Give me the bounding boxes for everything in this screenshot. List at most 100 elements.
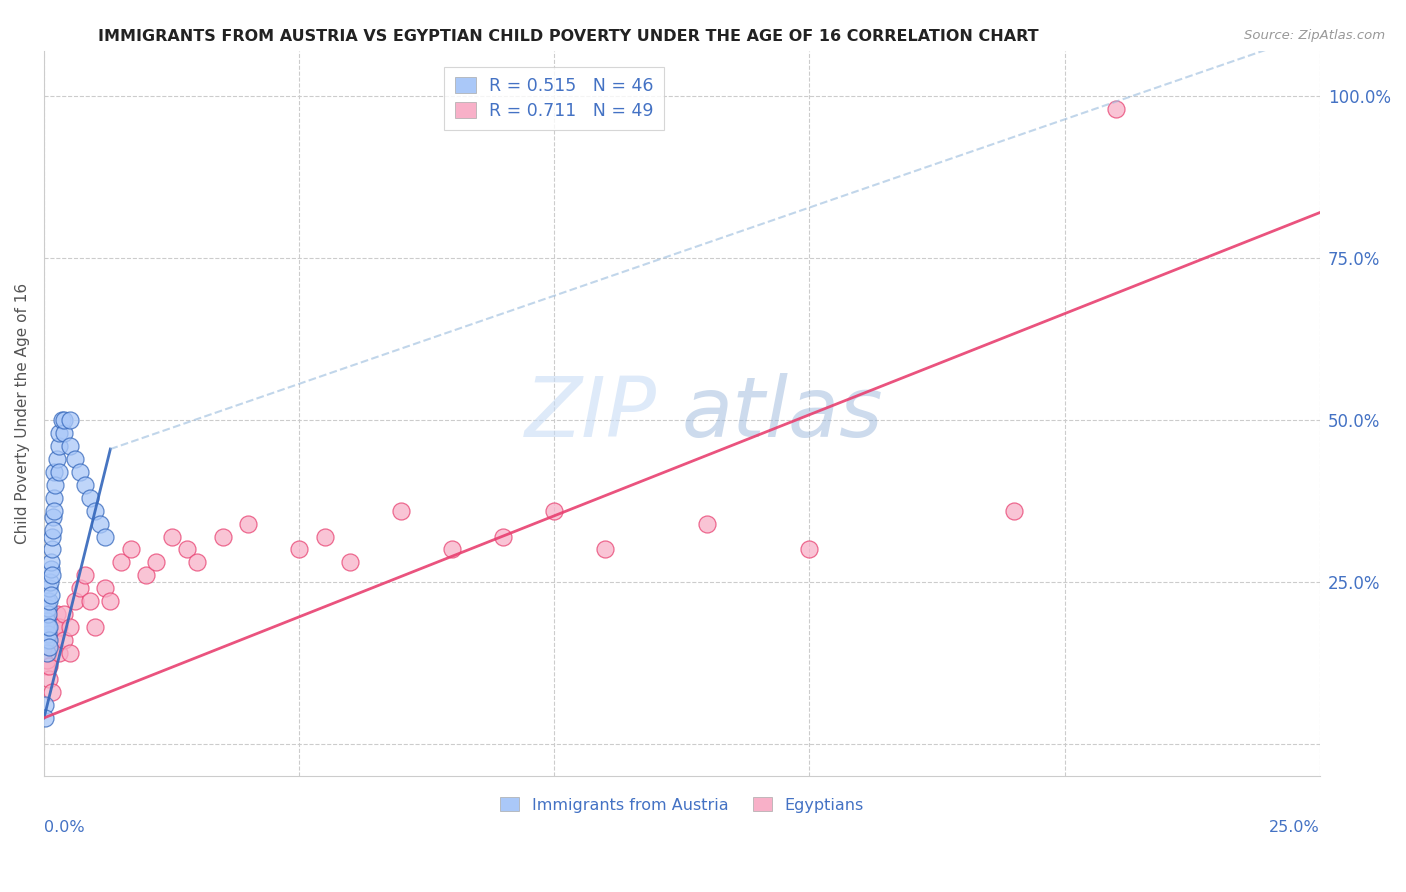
- Point: [94, 582, 117, 596]
- Point: [35, 646, 58, 660]
- Point: [53, 607, 76, 622]
- Point: [35, 614, 58, 628]
- Point: [37, 620, 59, 634]
- Point: [41, 529, 63, 543]
- Point: [595, 542, 617, 557]
- Legend: Immigrants from Austria, Egyptians: Immigrants from Austria, Egyptians: [494, 790, 870, 819]
- Point: [37, 626, 59, 640]
- Point: [98, 594, 121, 608]
- Point: [48, 425, 70, 440]
- Point: [41, 510, 63, 524]
- Text: 0.0%: 0.0%: [44, 820, 84, 835]
- Point: [58, 413, 80, 427]
- Point: [37, 626, 59, 640]
- Point: [58, 620, 80, 634]
- Point: [48, 439, 70, 453]
- Point: [314, 529, 336, 543]
- Point: [186, 556, 208, 570]
- Point: [63, 451, 86, 466]
- Point: [42, 523, 65, 537]
- Point: [69, 465, 91, 479]
- Text: ZIP: ZIP: [524, 373, 657, 454]
- Point: [35, 620, 58, 634]
- Point: [38, 594, 60, 608]
- Point: [58, 439, 80, 453]
- Point: [39, 556, 62, 570]
- Point: [37, 607, 59, 622]
- Y-axis label: Child Poverty Under the Age of 16: Child Poverty Under the Age of 16: [15, 283, 30, 544]
- Point: [34, 698, 56, 712]
- Point: [135, 568, 157, 582]
- Point: [84, 620, 107, 634]
- Text: Source: ZipAtlas.com: Source: ZipAtlas.com: [1244, 29, 1385, 43]
- Point: [339, 556, 361, 570]
- Point: [38, 620, 60, 634]
- Point: [41, 568, 63, 582]
- Point: [176, 542, 198, 557]
- Point: [79, 491, 101, 505]
- Point: [44, 503, 66, 517]
- Point: [38, 659, 60, 673]
- Point: [73, 568, 96, 582]
- Point: [38, 640, 60, 654]
- Point: [1104, 102, 1126, 116]
- Point: [34, 711, 56, 725]
- Point: [44, 633, 66, 648]
- Point: [44, 620, 66, 634]
- Point: [110, 556, 132, 570]
- Point: [34, 607, 56, 622]
- Point: [38, 633, 60, 648]
- Point: [48, 465, 70, 479]
- Point: [211, 529, 233, 543]
- Point: [69, 582, 91, 596]
- Point: [35, 594, 58, 608]
- Point: [73, 477, 96, 491]
- Point: [37, 600, 59, 615]
- Point: [389, 503, 412, 517]
- Point: [37, 646, 59, 660]
- Point: [696, 516, 718, 531]
- Point: [53, 413, 76, 427]
- Point: [1002, 503, 1025, 517]
- Point: [288, 542, 311, 557]
- Point: [84, 503, 107, 517]
- Point: [35, 633, 58, 648]
- Point: [799, 542, 821, 557]
- Point: [160, 529, 183, 543]
- Point: [44, 491, 66, 505]
- Point: [79, 594, 101, 608]
- Text: IMMIGRANTS FROM AUSTRIA VS EGYPTIAN CHILD POVERTY UNDER THE AGE OF 16 CORRELATIO: IMMIGRANTS FROM AUSTRIA VS EGYPTIAN CHIL…: [98, 29, 1039, 45]
- Point: [48, 646, 70, 660]
- Point: [145, 556, 167, 570]
- Point: [44, 465, 66, 479]
- Point: [38, 582, 60, 596]
- Point: [34, 659, 56, 673]
- Point: [94, 529, 117, 543]
- Point: [120, 542, 142, 557]
- Point: [41, 542, 63, 557]
- Point: [39, 640, 62, 654]
- Text: 25.0%: 25.0%: [1270, 820, 1320, 835]
- Point: [492, 529, 515, 543]
- Point: [35, 640, 58, 654]
- Point: [441, 542, 464, 557]
- Point: [45, 451, 67, 466]
- Point: [51, 413, 73, 427]
- Point: [38, 672, 60, 686]
- Point: [34, 646, 56, 660]
- Point: [39, 574, 62, 589]
- Point: [39, 562, 62, 576]
- Point: [89, 516, 111, 531]
- Point: [45, 607, 67, 622]
- Point: [53, 633, 76, 648]
- Point: [58, 646, 80, 660]
- Point: [41, 685, 63, 699]
- Point: [543, 503, 565, 517]
- Text: atlas: atlas: [682, 373, 883, 454]
- Point: [35, 652, 58, 666]
- Point: [236, 516, 259, 531]
- Point: [48, 620, 70, 634]
- Point: [63, 594, 86, 608]
- Point: [44, 477, 66, 491]
- Point: [53, 425, 76, 440]
